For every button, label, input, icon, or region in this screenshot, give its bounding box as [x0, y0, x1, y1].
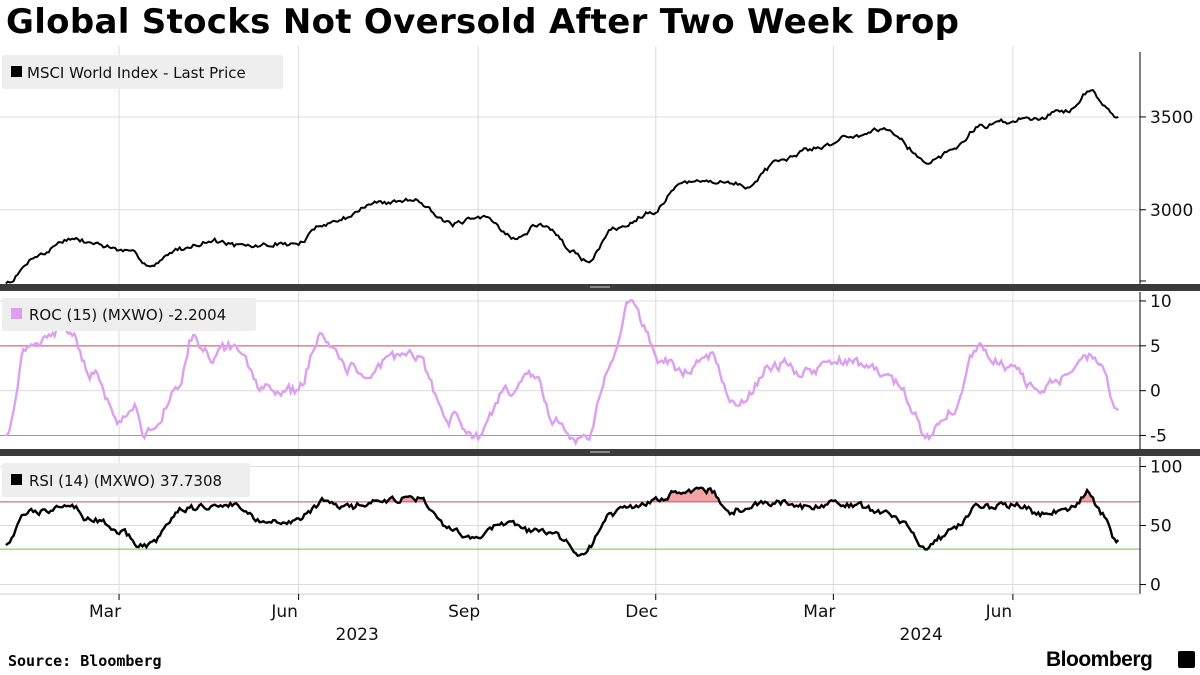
roc-legend-label: ROC (15) (MXWO) -2.2004: [29, 306, 226, 324]
rsi-legend: RSI (14) (MXWO) 37.7308: [2, 463, 250, 497]
roc-y-tick-label: 0: [1150, 382, 1161, 402]
price-panel: 3000 3500 MSCI World Index - Last Price: [0, 52, 1193, 285]
x-month-label: Sep: [448, 602, 480, 622]
x-month-label: Jun: [270, 602, 298, 622]
vertical-gridlines: [118, 46, 1014, 594]
price-y-tick-label: 3500: [1150, 108, 1193, 128]
rsi-legend-swatch: [11, 474, 22, 485]
price-legend-box: [2, 55, 283, 89]
price-gridlines: [0, 116, 1140, 211]
rsi-legend-box: [2, 463, 250, 497]
rsi-y-tick-label: 50: [1150, 517, 1172, 537]
x-month-label: Mar: [803, 602, 835, 622]
divider-handle[interactable]: [590, 286, 610, 288]
roc-panel: 10 5 0 -5 ROC (15) (MXWO) -2.2004: [0, 292, 1172, 449]
rsi-panel: 100 50 0 RSI (14) (MXWO) 37.7308: [0, 457, 1182, 596]
source-note: Source: Bloomberg: [8, 652, 162, 670]
roc-legend-box: [2, 298, 256, 331]
roc-y-tick-label: 10: [1150, 292, 1172, 312]
bloomberg-logo-icon: [1178, 651, 1195, 668]
roc-y-ticks: 10 5 0 -5: [1140, 292, 1172, 447]
price-legend-label: MSCI World Index - Last Price: [27, 64, 246, 82]
roc-y-tick-label: -5: [1150, 427, 1167, 447]
page-title: Global Stocks Not Oversold After Two Wee…: [6, 2, 960, 42]
rsi-legend-label: RSI (14) (MXWO) 37.7308: [29, 472, 222, 490]
x-month-label: Mar: [89, 602, 121, 622]
rsi-y-tick-label: 0: [1150, 576, 1161, 596]
price-y-tick-label: 3000: [1150, 201, 1193, 221]
x-axis-ticks: Mar Jun Sep Dec Mar Jun 2023 2024: [89, 594, 1014, 645]
roc-y-tick-label: 5: [1150, 337, 1161, 357]
roc-legend-swatch: [11, 308, 22, 319]
x-year-label: 2024: [900, 625, 943, 645]
x-month-label: Dec: [625, 602, 658, 622]
x-year-label: 2023: [336, 625, 379, 645]
price-legend: MSCI World Index - Last Price: [2, 55, 283, 89]
roc-legend: ROC (15) (MXWO) -2.2004: [2, 298, 256, 331]
price-y-ticks: 3000 3500: [1140, 108, 1193, 282]
rsi-series-line: [5, 486, 1120, 557]
bloomberg-logo: Bloomberg: [1046, 648, 1153, 671]
x-month-label: Jun: [985, 602, 1013, 622]
price-legend-swatch: [11, 66, 22, 77]
rsi-y-tick-label: 100: [1150, 457, 1182, 477]
price-series-line: [5, 89, 1119, 285]
rsi-y-ticks: 100 50 0: [1140, 457, 1182, 596]
roc-series-line: [5, 299, 1120, 447]
divider-handle[interactable]: [590, 451, 610, 453]
